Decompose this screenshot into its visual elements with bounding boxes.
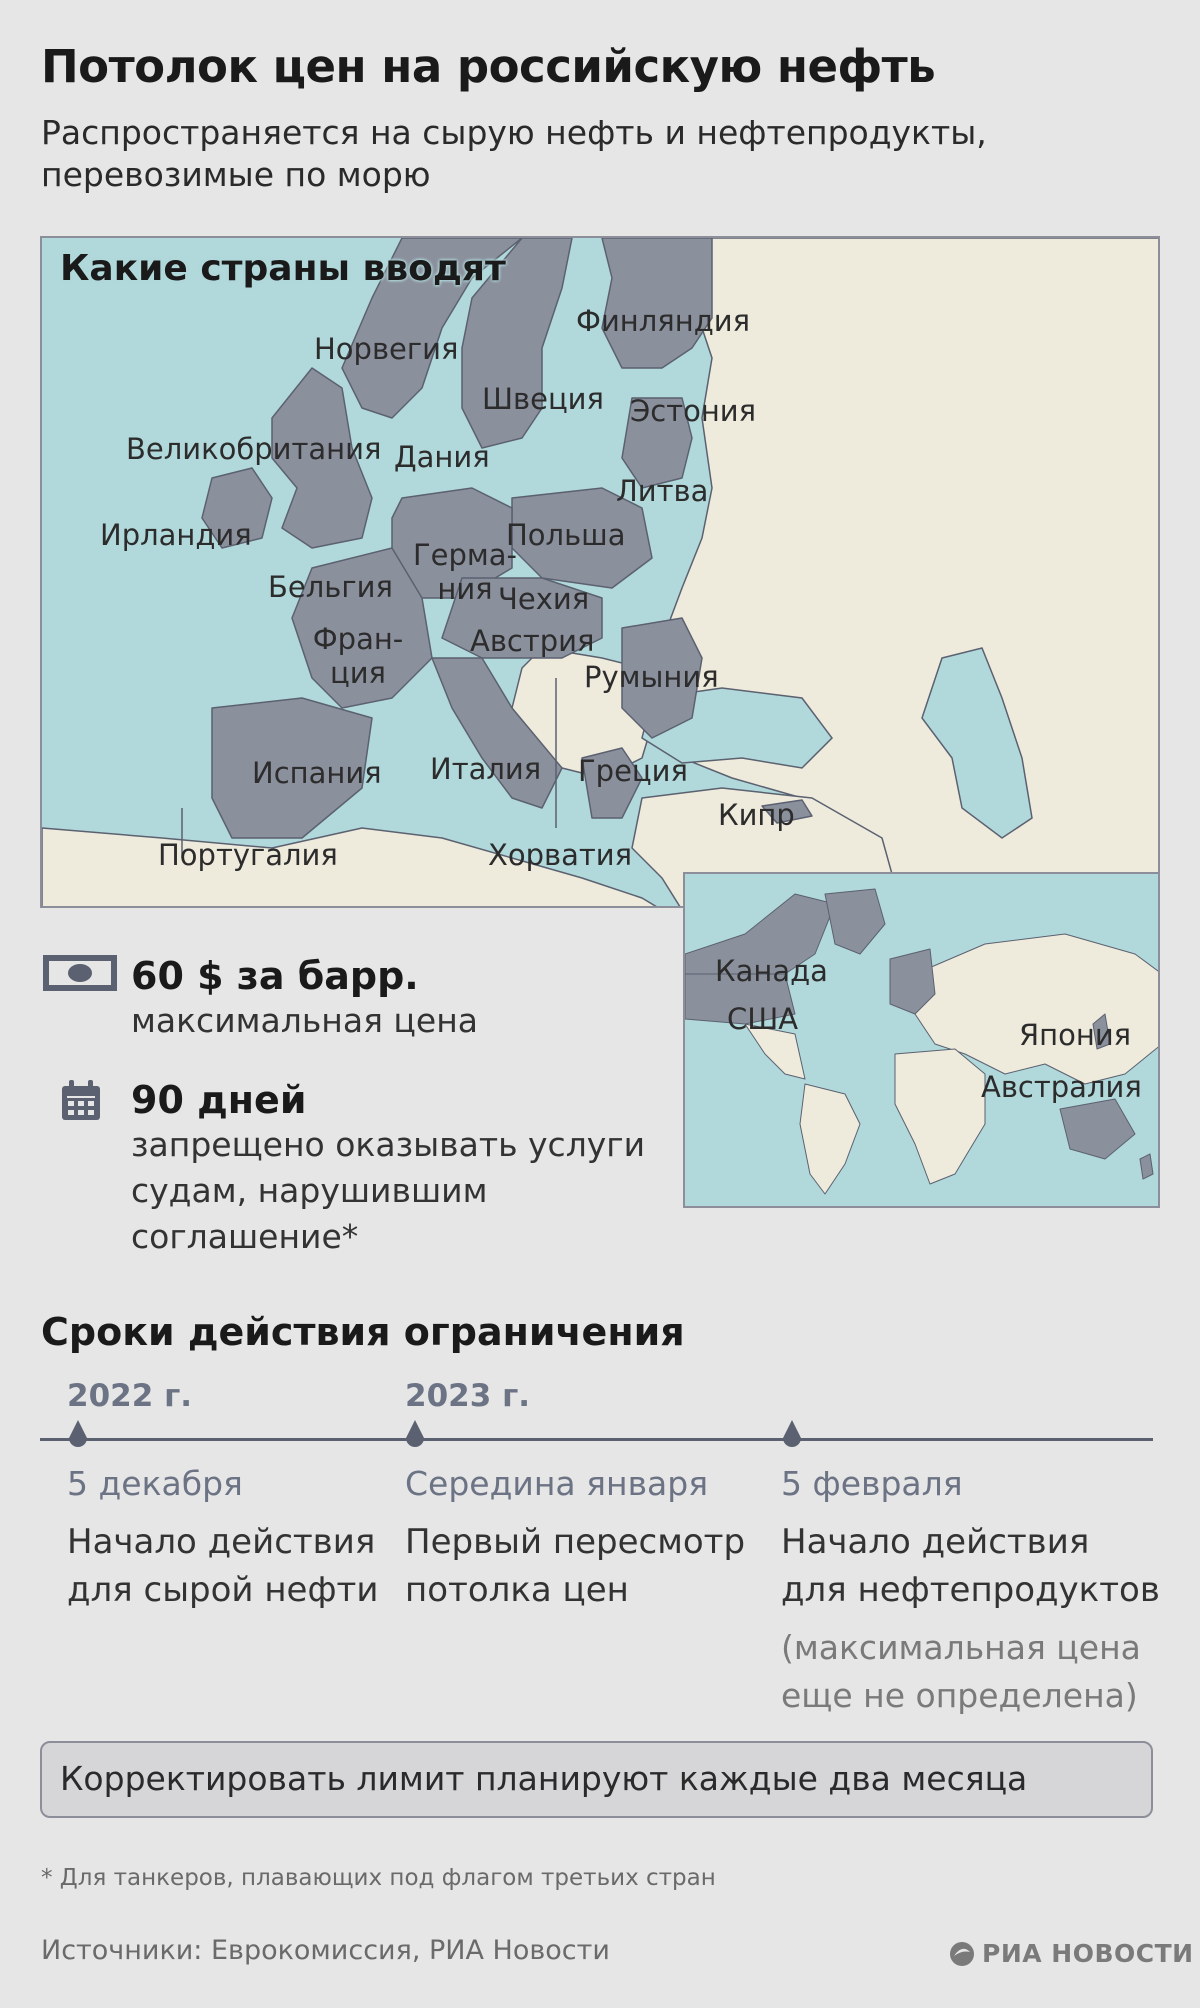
label-france: Фран-ция: [312, 622, 404, 690]
label-germany: Герма-ния: [412, 538, 518, 606]
timeline-year-2023: 2023 г.: [405, 1378, 531, 1414]
area-czechia-austria: [441, 577, 603, 659]
timeline-text-3: Начало действия для нефтепродуктов: [781, 1522, 1160, 1610]
area-italy: [431, 657, 563, 809]
caspian-sea: [921, 647, 1033, 839]
timeline-title: Сроки действия ограничения: [41, 1310, 685, 1354]
page-title: Потолок цен на российскую нефть: [41, 40, 936, 93]
area-france: [291, 547, 433, 709]
page-subtitle: Распространяется на сырую нефть и нефтеп…: [41, 113, 987, 194]
label-croatia: Хорватия: [488, 838, 633, 872]
sources: Источники: Еврокомиссия, РИА Новости: [41, 1935, 610, 1966]
europe-map-heading: Какие страны вводят: [60, 248, 506, 289]
fact-price-description: максимальная цена: [131, 1001, 478, 1040]
timeline-text-2: Первый пересмотр потолка цен: [405, 1522, 746, 1610]
label-romania: Румыния: [584, 660, 719, 694]
area-new-zealand: [1139, 1153, 1154, 1180]
label-ireland: Ирландия: [100, 518, 252, 552]
footnote: * Для танкеров, плавающих под флагом тре…: [41, 1865, 716, 1891]
area-uk: [271, 367, 373, 549]
timeline-date-1: 5 декабря: [67, 1464, 243, 1503]
world-map-inset: Канада США Япония Австралия: [683, 872, 1160, 1208]
timeline-date-2: Середина января: [405, 1464, 709, 1503]
label-cyprus: Кипр: [718, 798, 795, 832]
area-cyprus: [761, 799, 813, 824]
timeline-marker-1: [69, 1420, 87, 1447]
world-map-graphic: [685, 888, 1158, 1195]
label-australia: Австралия: [981, 1070, 1142, 1104]
label-denmark: Дания: [394, 440, 490, 474]
area-finland: [601, 238, 713, 369]
land-africa: [42, 827, 657, 906]
timeline-year-2022: 2022 г.: [67, 1378, 193, 1414]
area-baltics: [621, 397, 693, 489]
fact-days: 90 дней запрещено оказывать услуги судам…: [131, 1078, 651, 1260]
label-poland: Польша: [506, 518, 626, 552]
area-europe: [889, 948, 936, 1015]
area-greece: [581, 747, 643, 819]
notice-box: Корректировать лимит планируют каждые дв…: [40, 1741, 1153, 1818]
label-czechia: Чехия: [498, 582, 590, 616]
brand-logo-text: РИА НОВОСТИ: [982, 1939, 1194, 1968]
label-canada: Канада: [715, 954, 828, 988]
label-estonia: Эстония: [630, 394, 757, 428]
area-japan: [1092, 1013, 1111, 1050]
label-spain: Испания: [252, 756, 382, 790]
europe-map: Какие страны вводят Норвегия Финляндия Ш…: [40, 236, 1160, 908]
calendar-icon: [62, 1080, 100, 1120]
timeline-date-3: 5 февраля: [781, 1464, 963, 1503]
fact-days-value: 90 дней: [131, 1078, 307, 1122]
brand-logo-icon: [950, 1942, 974, 1966]
label-finland: Финляндия: [576, 304, 751, 338]
label-italy: Италия: [430, 752, 542, 786]
area-poland: [511, 487, 653, 589]
land-africa: [894, 1048, 986, 1185]
timeline-line: [40, 1438, 1153, 1441]
label-portugal: Португалия: [158, 838, 338, 872]
label-japan: Япония: [1019, 1018, 1132, 1052]
fact-price-value: 60 $ за барр.: [131, 954, 419, 998]
label-uk: Великобритания: [126, 432, 382, 466]
notice-text: Корректировать лимит планируют каждые дв…: [60, 1759, 1028, 1798]
fact-price: 60 $ за барр. максимальная цена: [131, 954, 478, 1044]
area-greenland: [824, 888, 886, 955]
timeline-text-1: Начало действия для сырой нефти: [67, 1522, 379, 1610]
area-romania: [621, 617, 703, 739]
label-greece: Греция: [578, 754, 688, 788]
europe-map-graphic: [42, 238, 1158, 906]
label-lithuania: Литва: [616, 474, 709, 508]
label-sweden: Швеция: [482, 382, 604, 416]
label-usa: США: [727, 1002, 799, 1036]
area-usa: [685, 973, 796, 1025]
money-icon: [43, 955, 117, 991]
fact-days-description: запрещено оказывать услуги судам, наруши…: [131, 1125, 646, 1256]
timeline-marker-3: [783, 1420, 801, 1447]
land-south-america: [799, 1083, 861, 1195]
label-austria: Австрия: [470, 624, 595, 658]
area-ireland: [201, 467, 273, 549]
timeline-marker-2: [406, 1420, 424, 1447]
area-norway: [341, 238, 523, 419]
land-central-america: [744, 1023, 806, 1080]
brand-logo: РИА НОВОСТИ: [948, 1934, 1193, 1974]
label-norway: Норвегия: [314, 332, 459, 366]
timeline-note-3: (максимальная цена еще не определена): [781, 1628, 1141, 1715]
area-sweden: [461, 238, 573, 449]
area-spain-portugal: [211, 697, 373, 839]
label-belgium: Бельгия: [268, 570, 393, 604]
area-australia: [1059, 1098, 1136, 1160]
